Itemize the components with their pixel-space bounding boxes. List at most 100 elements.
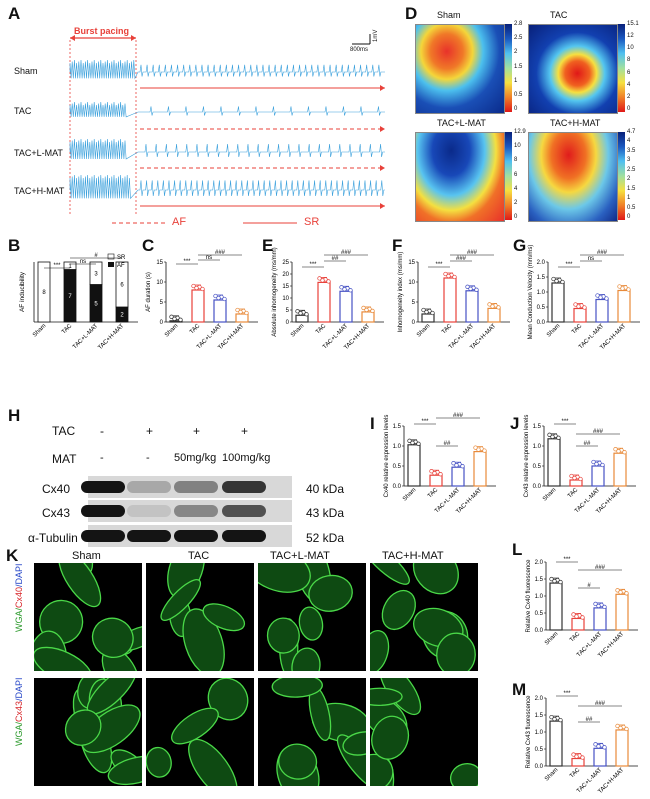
colorbar-tick: 2.5 bbox=[627, 166, 636, 173]
y-tick-label: 1.5 bbox=[393, 424, 402, 430]
tissue-blob bbox=[171, 707, 219, 745]
colorbar-tick: 1 bbox=[627, 195, 631, 202]
data-point bbox=[238, 309, 243, 315]
sig-label: ### bbox=[341, 250, 352, 256]
bar-TAC+H-MAT bbox=[235, 313, 249, 323]
data-point bbox=[421, 307, 426, 313]
data-point bbox=[298, 311, 303, 316]
bar-TAC+H-MAT bbox=[613, 452, 627, 487]
y-tick-label: 0 bbox=[160, 320, 164, 326]
blot-band bbox=[174, 530, 218, 542]
x-tick-label: TAC bbox=[427, 487, 440, 500]
legend-sr-swatch bbox=[107, 253, 115, 260]
data-point bbox=[364, 307, 369, 313]
panel-a-traces bbox=[69, 34, 385, 224]
y-axis-label: AF duration (s) bbox=[146, 272, 152, 312]
y-tick-label: 5 bbox=[160, 300, 164, 306]
blot-band bbox=[127, 505, 171, 517]
data-point bbox=[430, 310, 435, 316]
bar-TAC+H-MAT bbox=[615, 593, 629, 631]
sig-label: *** bbox=[421, 419, 429, 425]
x-tick-label: Sham bbox=[416, 323, 431, 338]
tissue-blob bbox=[58, 563, 102, 608]
sig-label: *** bbox=[435, 262, 443, 268]
bar-TAC+L-MAT bbox=[595, 298, 609, 323]
data-point bbox=[576, 304, 581, 309]
sig-label: *** bbox=[561, 419, 569, 425]
sr-count: 6 bbox=[120, 283, 124, 289]
bar-Sham bbox=[407, 444, 421, 487]
bar-Sham bbox=[547, 438, 561, 487]
x-tick-label: Sham bbox=[402, 487, 417, 502]
bar-TAC+L-MAT bbox=[465, 290, 479, 323]
data-point bbox=[443, 271, 448, 277]
size-label-cx43: 43 kDa bbox=[306, 506, 345, 520]
tissue-blob bbox=[182, 608, 225, 671]
y-tick-label: 25 bbox=[282, 260, 289, 266]
bar-Sham bbox=[421, 313, 435, 323]
legend-sr: SR bbox=[304, 216, 320, 228]
data-point bbox=[317, 276, 322, 281]
sig-label: *** bbox=[563, 691, 571, 697]
data-point bbox=[558, 717, 563, 723]
bar-Sham bbox=[549, 720, 563, 767]
tissue-blob bbox=[278, 743, 318, 780]
bar-TAC+H-MAT bbox=[487, 307, 501, 323]
tissue-blob bbox=[449, 762, 478, 786]
tissue-blob bbox=[91, 617, 134, 658]
panel-letter-m: M bbox=[512, 680, 527, 699]
data-point bbox=[596, 603, 601, 609]
sig-label: ## bbox=[444, 441, 451, 447]
blot-band bbox=[222, 481, 266, 493]
data-point bbox=[487, 302, 492, 307]
bar-TAC+H-MAT bbox=[615, 729, 629, 767]
y-axis-label: Cx43 relative expression levels bbox=[524, 415, 530, 498]
y-tick-label: 0.0 bbox=[393, 484, 402, 490]
data-point bbox=[618, 590, 623, 595]
data-point bbox=[446, 273, 451, 279]
colorbar-tick: 2 bbox=[514, 199, 518, 206]
data-point bbox=[571, 752, 576, 757]
data-point bbox=[194, 285, 199, 291]
data-point bbox=[348, 288, 353, 293]
data-point bbox=[622, 450, 627, 455]
data-point bbox=[361, 305, 366, 311]
y-tick-label: 15 bbox=[156, 260, 163, 266]
heatmap-3 bbox=[528, 132, 618, 222]
y-tick-label: 10 bbox=[408, 280, 415, 286]
sig-label: ### bbox=[453, 413, 464, 419]
mat-value-3: 100mg/kg bbox=[222, 452, 271, 464]
data-point bbox=[578, 476, 583, 482]
data-point bbox=[556, 435, 561, 440]
bar-TAC+H-MAT bbox=[473, 450, 487, 487]
data-point bbox=[172, 316, 177, 321]
data-point bbox=[580, 755, 585, 760]
data-point bbox=[452, 274, 457, 280]
micrograph-0-2 bbox=[258, 563, 366, 671]
y-tick-label: 2.0 bbox=[537, 260, 546, 266]
blot-band bbox=[174, 481, 218, 493]
data-point bbox=[549, 576, 554, 582]
tissue-blob bbox=[64, 709, 102, 746]
bar-TAC+L-MAT bbox=[213, 299, 227, 323]
size-label-cx40: 40 kDa bbox=[306, 482, 345, 496]
data-point bbox=[474, 287, 479, 292]
data-point bbox=[432, 471, 437, 476]
data-point bbox=[200, 286, 205, 292]
tissue-blob bbox=[370, 630, 390, 671]
data-point bbox=[549, 714, 554, 720]
y-tick-label: 10 bbox=[282, 296, 289, 302]
colorbar-tick: 8 bbox=[514, 157, 518, 164]
data-point bbox=[580, 615, 585, 620]
colorbar-tick: 0 bbox=[627, 106, 631, 112]
micrograph-1-1 bbox=[146, 678, 254, 786]
data-point bbox=[320, 278, 325, 283]
heatmap-2 bbox=[415, 132, 505, 222]
trace-label-sham: Sham bbox=[14, 66, 38, 76]
x-tick-label: Sham bbox=[544, 767, 559, 782]
x-tick-label: TAC+H-MAT bbox=[97, 323, 125, 351]
